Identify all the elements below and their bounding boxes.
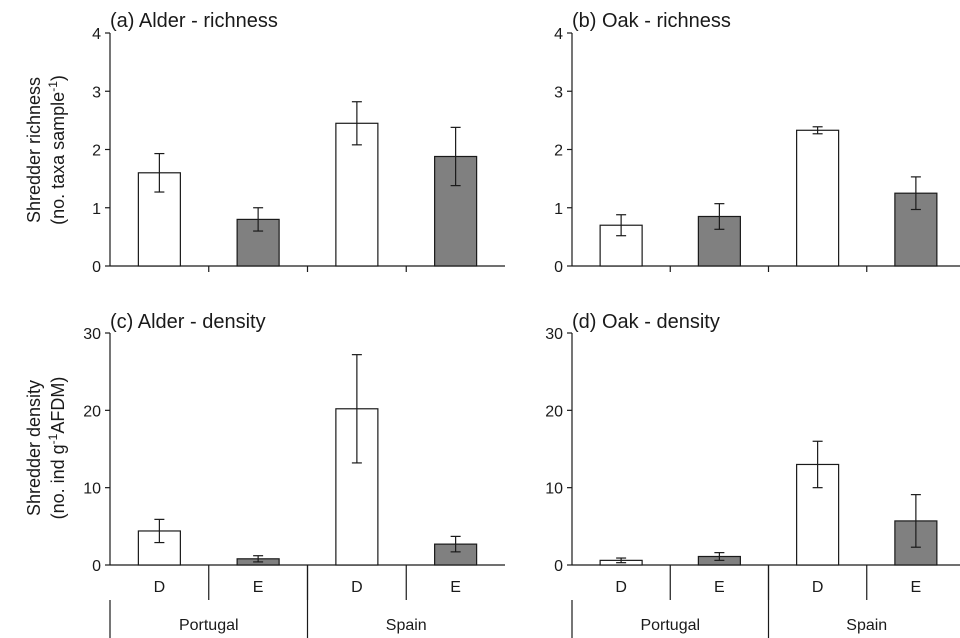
y-title-density-sup: -1 — [46, 433, 60, 444]
y-title-richness-close: ) — [48, 75, 68, 81]
y-tick-label: 3 — [554, 84, 563, 101]
group-label: Portugal — [640, 617, 700, 634]
y-tick-label: 30 — [83, 326, 101, 343]
y-title-density: Shredder density (no. ind g-1AFDM) — [24, 377, 68, 520]
y-title-richness-unit: (no. taxa sample — [48, 92, 68, 225]
y-title-richness-line1: Shredder richness — [24, 77, 44, 223]
y-tick-label: 0 — [554, 259, 563, 276]
y-tick-label: 3 — [92, 84, 101, 101]
y-tick-label: 30 — [545, 326, 563, 343]
y-tick-label: 20 — [545, 403, 563, 420]
bar-e — [697, 215, 741, 267]
y-title-density-unit-b: AFDM) — [48, 377, 68, 434]
category-label: E — [911, 579, 922, 596]
panel-title: (d) Oak - density — [572, 311, 720, 333]
category-label: E — [253, 579, 264, 596]
bar-e — [236, 218, 280, 267]
y-tick-label: 0 — [92, 558, 101, 575]
group-label: Spain — [386, 617, 427, 634]
category-label: E — [450, 579, 461, 596]
panel-alder-richness: (a) Alder - richness 0 1 2 3 4 — [92, 10, 505, 276]
y-title-density-line1: Shredder density — [24, 380, 44, 516]
y-tick-label: 4 — [554, 26, 563, 43]
y-tick-label: 0 — [554, 558, 563, 575]
group-label: Portugal — [179, 617, 239, 634]
y-tick-label: 0 — [92, 259, 101, 276]
category-label: E — [714, 579, 725, 596]
group-label: Spain — [846, 617, 887, 634]
category-label: D — [812, 579, 824, 596]
y-tick-label: 10 — [545, 481, 563, 498]
y-tick-label: 2 — [554, 143, 563, 160]
bar-d — [796, 129, 840, 267]
y-title-density-line2: (no. ind g-1AFDM) — [46, 377, 68, 520]
panel-title: (a) Alder - richness — [110, 10, 278, 32]
y-tick-label: 1 — [92, 201, 101, 218]
category-label: D — [154, 579, 166, 596]
panel-title: (c) Alder - density — [110, 311, 266, 333]
y-title-richness: Shredder richness (no. taxa sample-1) — [24, 75, 68, 225]
y-tick-label: 10 — [83, 481, 101, 498]
panel-oak-richness: (b) Oak - richness 0 1 2 3 4 — [554, 10, 960, 276]
y-tick-label: 4 — [92, 26, 101, 43]
panel-oak-density: (d) Oak - density 0 10 20 30 D E D E Portugal Spai… — [545, 311, 960, 638]
panel-alder-density: (c) Alder - density 0 10 20 30 D E D E Portugal Sp… — [83, 311, 505, 638]
y-title-richness-sup: -1 — [46, 81, 60, 92]
y-title-density-unit-a: (no. ind g — [48, 444, 68, 519]
category-label: D — [615, 579, 627, 596]
category-label: D — [351, 579, 363, 596]
y-tick-label: 2 — [92, 143, 101, 160]
panel-title: (b) Oak - richness — [572, 10, 731, 32]
y-title-richness-line2: (no. taxa sample-1) — [46, 75, 68, 225]
y-tick-label: 1 — [554, 201, 563, 218]
y-tick-label: 20 — [83, 403, 101, 420]
bar-d — [335, 122, 379, 267]
